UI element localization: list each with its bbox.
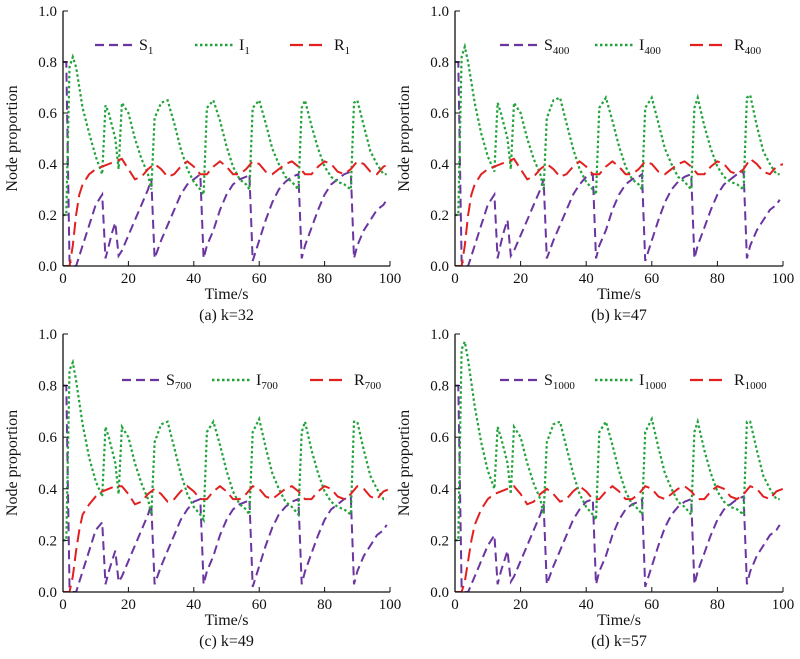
chart-4-xlabel: Time/s xyxy=(597,612,641,629)
chart-2-xlabel: Time/s xyxy=(597,286,641,303)
chart-3-series-S700 xyxy=(63,384,388,592)
chart-2-xtick-label: 20 xyxy=(513,271,528,287)
chart-3-series-R700 xyxy=(63,484,390,592)
chart-panel-4: 0.0 0.2 0.4 0.6 0.8 1.0 0 20 40 60 80 100 Time/s Node… xyxy=(396,327,794,650)
chart-3-ytick-label: 0.6 xyxy=(38,430,57,446)
chart-2-legend-label-S: S400 xyxy=(544,37,570,57)
chart-3-legend: S700 I700 R700 xyxy=(122,372,382,392)
chart-4-ytick-label: 0.0 xyxy=(430,585,449,601)
chart-3-xtick-label: 80 xyxy=(317,597,332,613)
chart-4-legend-label-S: S1000 xyxy=(544,372,575,392)
chart-2-xtick-label: 80 xyxy=(710,271,725,287)
chart-1-ytick-label: 1.0 xyxy=(38,4,57,20)
chart-4-xtick-label: 40 xyxy=(579,597,594,613)
chart-3-xlabel: Time/s xyxy=(205,612,249,629)
chart-2-ytick-label: 0.6 xyxy=(430,106,449,122)
chart-4-ytick-label: 0.4 xyxy=(430,482,449,498)
chart-3-ytick-label: 0.8 xyxy=(38,379,57,395)
chart-1-legend-label-S: S1 xyxy=(139,37,153,57)
chart-3-ytick-label: 0.0 xyxy=(38,585,57,601)
chart-1-xlabel: Time/s xyxy=(205,286,249,303)
chart-1-ytick-label: 0.8 xyxy=(38,55,57,71)
chart-2-ytick-label: 0.0 xyxy=(430,259,449,275)
chart-2-ytick-label: 0.2 xyxy=(430,208,449,224)
chart-4-ytick-label: 0.2 xyxy=(430,533,449,549)
chart-2-legend-label-R: R400 xyxy=(734,37,762,57)
chart-2-legend: S400 I400 R400 xyxy=(500,37,762,57)
chart-4-series-I1000 xyxy=(455,337,780,542)
chart-4-series-S1000 xyxy=(455,384,781,592)
chart-3-xtick-label: 0 xyxy=(59,597,67,613)
chart-3-series-I700 xyxy=(63,358,387,542)
chart-4-xtick-label: 100 xyxy=(772,597,795,613)
chart-3-legend-label-S: S700 xyxy=(166,372,192,392)
chart-1-ytick-label: 0.2 xyxy=(38,208,57,224)
chart-3-ylabel: Node proportion xyxy=(4,410,21,516)
chart-1-xtick-label: 100 xyxy=(379,271,402,287)
chart-3-xtick-label: 60 xyxy=(252,597,267,613)
chart-2-ytick-label: 1.0 xyxy=(430,4,449,20)
chart-2-caption: (b) k=47 xyxy=(591,307,647,324)
chart-4-legend-label-R: R1000 xyxy=(734,372,767,392)
chart-1-series-I1 xyxy=(63,53,387,217)
chart-2-xtick-label: 60 xyxy=(644,271,659,287)
chart-4-ylabel: Node proportion xyxy=(396,410,413,516)
chart-4-ytick-label: 1.0 xyxy=(430,327,449,343)
chart-1-series-S1 xyxy=(63,61,388,266)
chart-1-xtick-label: 60 xyxy=(252,271,267,287)
chart-2-xtick-label: 0 xyxy=(451,271,459,287)
chart-2-ytick-label: 0.8 xyxy=(430,55,449,71)
chart-2-series-S400 xyxy=(455,61,781,266)
chart-1-xtick-label: 20 xyxy=(121,271,136,287)
chart-2-legend-label-I: I400 xyxy=(639,37,661,57)
chart-3-ytick-label: 0.2 xyxy=(38,533,57,549)
chart-1-ytick-label: 0.0 xyxy=(38,259,57,275)
chart-3-xtick-label: 20 xyxy=(121,597,136,613)
chart-4-xtick-label: 0 xyxy=(451,597,459,613)
chart-3-caption: (c) k=49 xyxy=(199,633,254,650)
chart-3-legend-label-I: I700 xyxy=(256,372,278,392)
chart-2-xtick-label: 40 xyxy=(579,271,594,287)
chart-1-ytick-label: 0.6 xyxy=(38,106,57,122)
chart-1-caption: (a) k=32 xyxy=(199,307,254,324)
chart-3-ytick-label: 0.4 xyxy=(38,482,57,498)
chart-4-caption: (d) k=57 xyxy=(591,633,647,650)
chart-4-ytick-label: 0.8 xyxy=(430,379,449,395)
chart-2-series-I400 xyxy=(455,42,780,217)
chart-1-legend-label-R: R1 xyxy=(334,37,350,57)
chart-panel-3: 0.0 0.2 0.4 0.6 0.8 1.0 0 20 40 60 80 100 Time/s Node… xyxy=(4,327,401,650)
chart-1-xtick-label: 40 xyxy=(186,271,201,287)
chart-3-xtick-label: 40 xyxy=(186,597,201,613)
chart-panel-2: 0.0 0.2 0.4 0.6 0.8 1.0 0 20 40 60 80 100 Time/s Node… xyxy=(396,4,794,324)
chart-4-legend-label-I: I1000 xyxy=(639,372,667,392)
chart-1-xtick-label: 0 xyxy=(59,271,67,287)
chart-4-xtick-label: 80 xyxy=(710,597,725,613)
chart-panel-1: 0.0 0.2 0.4 0.6 0.8 1.0 0 20 40 60 80 100 Time/s Node… xyxy=(4,4,401,324)
chart-4-ytick-label: 0.6 xyxy=(430,430,449,446)
chart-3-ytick-label: 1.0 xyxy=(38,327,57,343)
chart-3-xtick-label: 100 xyxy=(379,597,402,613)
chart-2-xtick-label: 100 xyxy=(772,271,795,287)
chart-2-ytick-label: 0.4 xyxy=(430,157,449,173)
chart-2-ylabel: Node proportion xyxy=(396,85,413,191)
chart-4-series-R1000 xyxy=(455,484,783,592)
chart-1-legend: S1 I1 R1 xyxy=(95,37,350,57)
chart-4-legend: S1000 I1000 R1000 xyxy=(500,372,767,392)
chart-1-legend-label-I: I1 xyxy=(239,37,250,57)
chart-1-ytick-label: 0.4 xyxy=(38,157,57,173)
chart-4-xtick-label: 60 xyxy=(644,597,659,613)
chart-1-xtick-label: 80 xyxy=(317,271,332,287)
chart-2-series-R400 xyxy=(455,157,783,266)
chart-1-series-R1 xyxy=(63,157,390,266)
chart-3-legend-label-R: R700 xyxy=(354,372,382,392)
chart-1-ylabel: Node proportion xyxy=(4,85,21,191)
chart-4-xtick-label: 20 xyxy=(513,597,528,613)
